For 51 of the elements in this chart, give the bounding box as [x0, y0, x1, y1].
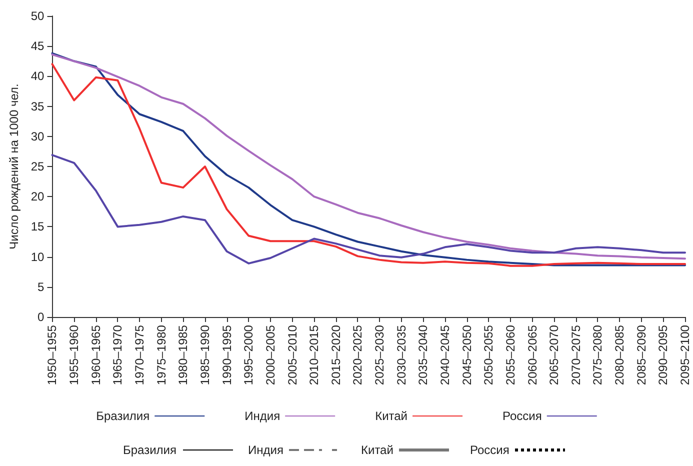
x-tick-label: 1960–1965 [88, 324, 103, 386]
x-tick-label: 2065–2070 [547, 324, 562, 386]
x-tick-label: 2060–2065 [525, 324, 540, 386]
x-tick-label: 2020–2025 [350, 324, 365, 386]
y-tick-label: 0 [38, 310, 45, 324]
x-tick-label: 1995–2000 [242, 324, 256, 386]
text: Бразилия [123, 443, 176, 457]
text: Россия [470, 443, 510, 457]
x-tick-label: 2030–2035 [394, 324, 408, 386]
x-tick-label: 2070–2075 [568, 324, 583, 386]
x-tick-label: 1980–1985 [176, 324, 190, 386]
x-tick-label: 2000–2005 [263, 324, 278, 386]
legend-label: Индия [244, 409, 280, 423]
x-tick-label: 2055–2060 [503, 324, 518, 386]
x-tick-label: 2095–2100 [678, 324, 692, 386]
y-tick-label: 45 [30, 39, 45, 54]
y-tick-label: 20 [30, 190, 45, 204]
y-tick-label: 50 [30, 9, 45, 23]
legend-label: Бразилия [96, 409, 150, 423]
x-tick-label: 2090–2095 [656, 324, 670, 386]
y-tick-label: 25 [30, 160, 45, 174]
x-tick-label: 1950–1955 [45, 324, 60, 386]
x-tick-label: 2010–2015 [307, 324, 322, 386]
legend-label: Китай [375, 409, 408, 423]
line-series [51, 154, 686, 264]
x-tick-label: 1965–1970 [110, 324, 125, 386]
y-axis-title: Число рождений на 1000 чел. [7, 84, 21, 250]
x-tick-label: 2045–2050 [460, 324, 474, 386]
y-tick-label: 40 [30, 69, 45, 84]
y-tick-label: 10 [30, 250, 45, 264]
x-tick-label: 2015–2020 [328, 324, 343, 386]
y-tick-label: 5 [38, 280, 45, 294]
y-tick-label: 35 [30, 99, 45, 114]
legend-label: Россия [502, 409, 542, 423]
x-tick-label: 2080–2085 [612, 324, 627, 386]
y-tick-label: 30 [30, 129, 45, 144]
x-tick-label: 2040–2045 [438, 324, 452, 386]
text: Китай [361, 443, 394, 457]
x-tick-label: 2025–2030 [372, 324, 387, 386]
x-tick-label: 1985–1990 [198, 324, 212, 386]
y-tick-label: 15 [30, 220, 45, 234]
x-tick-label: 1970–1975 [132, 324, 147, 386]
x-tick-label: 2075–2080 [590, 324, 605, 386]
x-tick-label: 2085–2090 [634, 324, 648, 386]
x-tick-label: 2035–2040 [416, 324, 430, 386]
x-tick-label: 2005–2010 [285, 324, 300, 386]
x-tick-label: 1955–1960 [67, 324, 82, 386]
x-tick-label: 1975–1980 [154, 324, 168, 386]
text: Индия [248, 443, 284, 457]
x-tick-label: 1990–1995 [220, 324, 234, 386]
x-tick-label: 2050–2055 [482, 324, 496, 386]
